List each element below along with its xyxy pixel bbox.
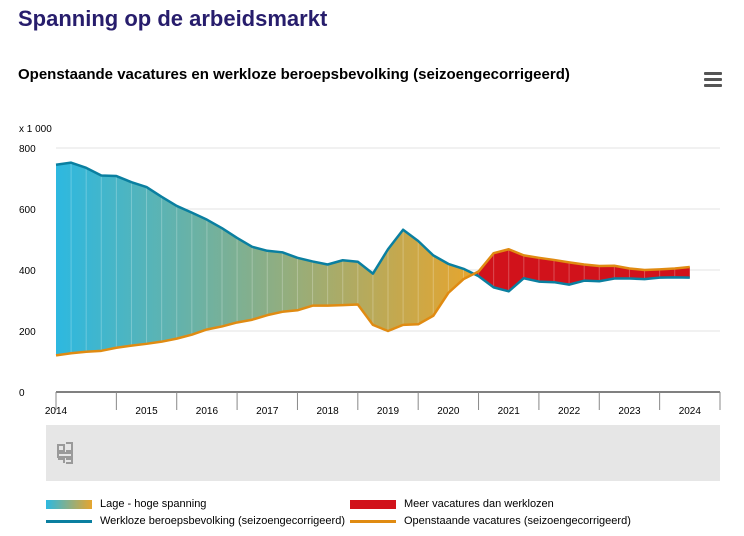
legend-gradient-swatch xyxy=(46,499,92,509)
hamburger-menu-icon[interactable] xyxy=(704,72,722,88)
chart-title: Openstaande vacatures en werkloze beroep… xyxy=(18,66,570,83)
series-line-vacancies[interactable] xyxy=(55,248,690,357)
legend-item-unemployed[interactable]: Werkloze beroepsbevolking (seizoengecorr… xyxy=(46,515,345,527)
x-tick-label: 2022 xyxy=(558,406,581,417)
legend-vacancies-swatch xyxy=(350,519,396,523)
more-vacancies-area xyxy=(473,249,690,292)
x-tick-label: 2024 xyxy=(679,406,702,417)
x-tick-label: 2023 xyxy=(618,406,641,417)
y-tick-label: 0 xyxy=(19,388,25,399)
x-tick-label: 2015 xyxy=(135,406,158,417)
y-tick-label: 600 xyxy=(19,205,36,216)
x-tick-label: 2019 xyxy=(377,406,400,417)
legend-vacancies-label: Openstaande vacatures (seizoengecorrigee… xyxy=(404,515,631,527)
x-tick-label: 2018 xyxy=(317,406,340,417)
legend-unemployed-label: Werkloze beroepsbevolking (seizoengecorr… xyxy=(100,515,345,527)
y-tick-label: 400 xyxy=(19,266,36,277)
legend-red-swatch xyxy=(350,499,396,509)
legend-item-vacancies[interactable]: Openstaande vacatures (seizoengecorrigee… xyxy=(350,515,631,527)
x-tick-label: 2014 xyxy=(45,406,68,417)
low-high-tension-area xyxy=(56,162,474,356)
chart-area: x 1 000 0 200 400 600 800 2014 2015 2016 2017 20… xyxy=(19,124,721,417)
x-tick-label: 2021 xyxy=(498,406,521,417)
timeline-navigator[interactable] xyxy=(46,425,720,481)
x-tick-label: 2020 xyxy=(437,406,460,417)
y-tick-label: 800 xyxy=(19,144,36,155)
legend-gradient-label: Lage - hoge spanning xyxy=(100,498,207,510)
x-tick-label: 2017 xyxy=(256,406,279,417)
y-unit-label: x 1 000 xyxy=(19,124,52,135)
x-tick-label: 2016 xyxy=(196,406,219,417)
y-tick-label: 200 xyxy=(19,327,36,338)
legend-unemployed-swatch xyxy=(46,519,92,523)
legend-item-more-vacancies[interactable]: Meer vacatures dan werklozen xyxy=(350,498,554,510)
cbs-logo-icon xyxy=(57,442,73,464)
legend-item-gradient[interactable]: Lage - hoge spanning xyxy=(46,498,206,510)
legend-red-label: Meer vacatures dan werklozen xyxy=(404,498,554,510)
page-title: Spanning op de arbeidsmarkt xyxy=(18,6,328,31)
series-line-unemployed[interactable] xyxy=(55,161,690,293)
